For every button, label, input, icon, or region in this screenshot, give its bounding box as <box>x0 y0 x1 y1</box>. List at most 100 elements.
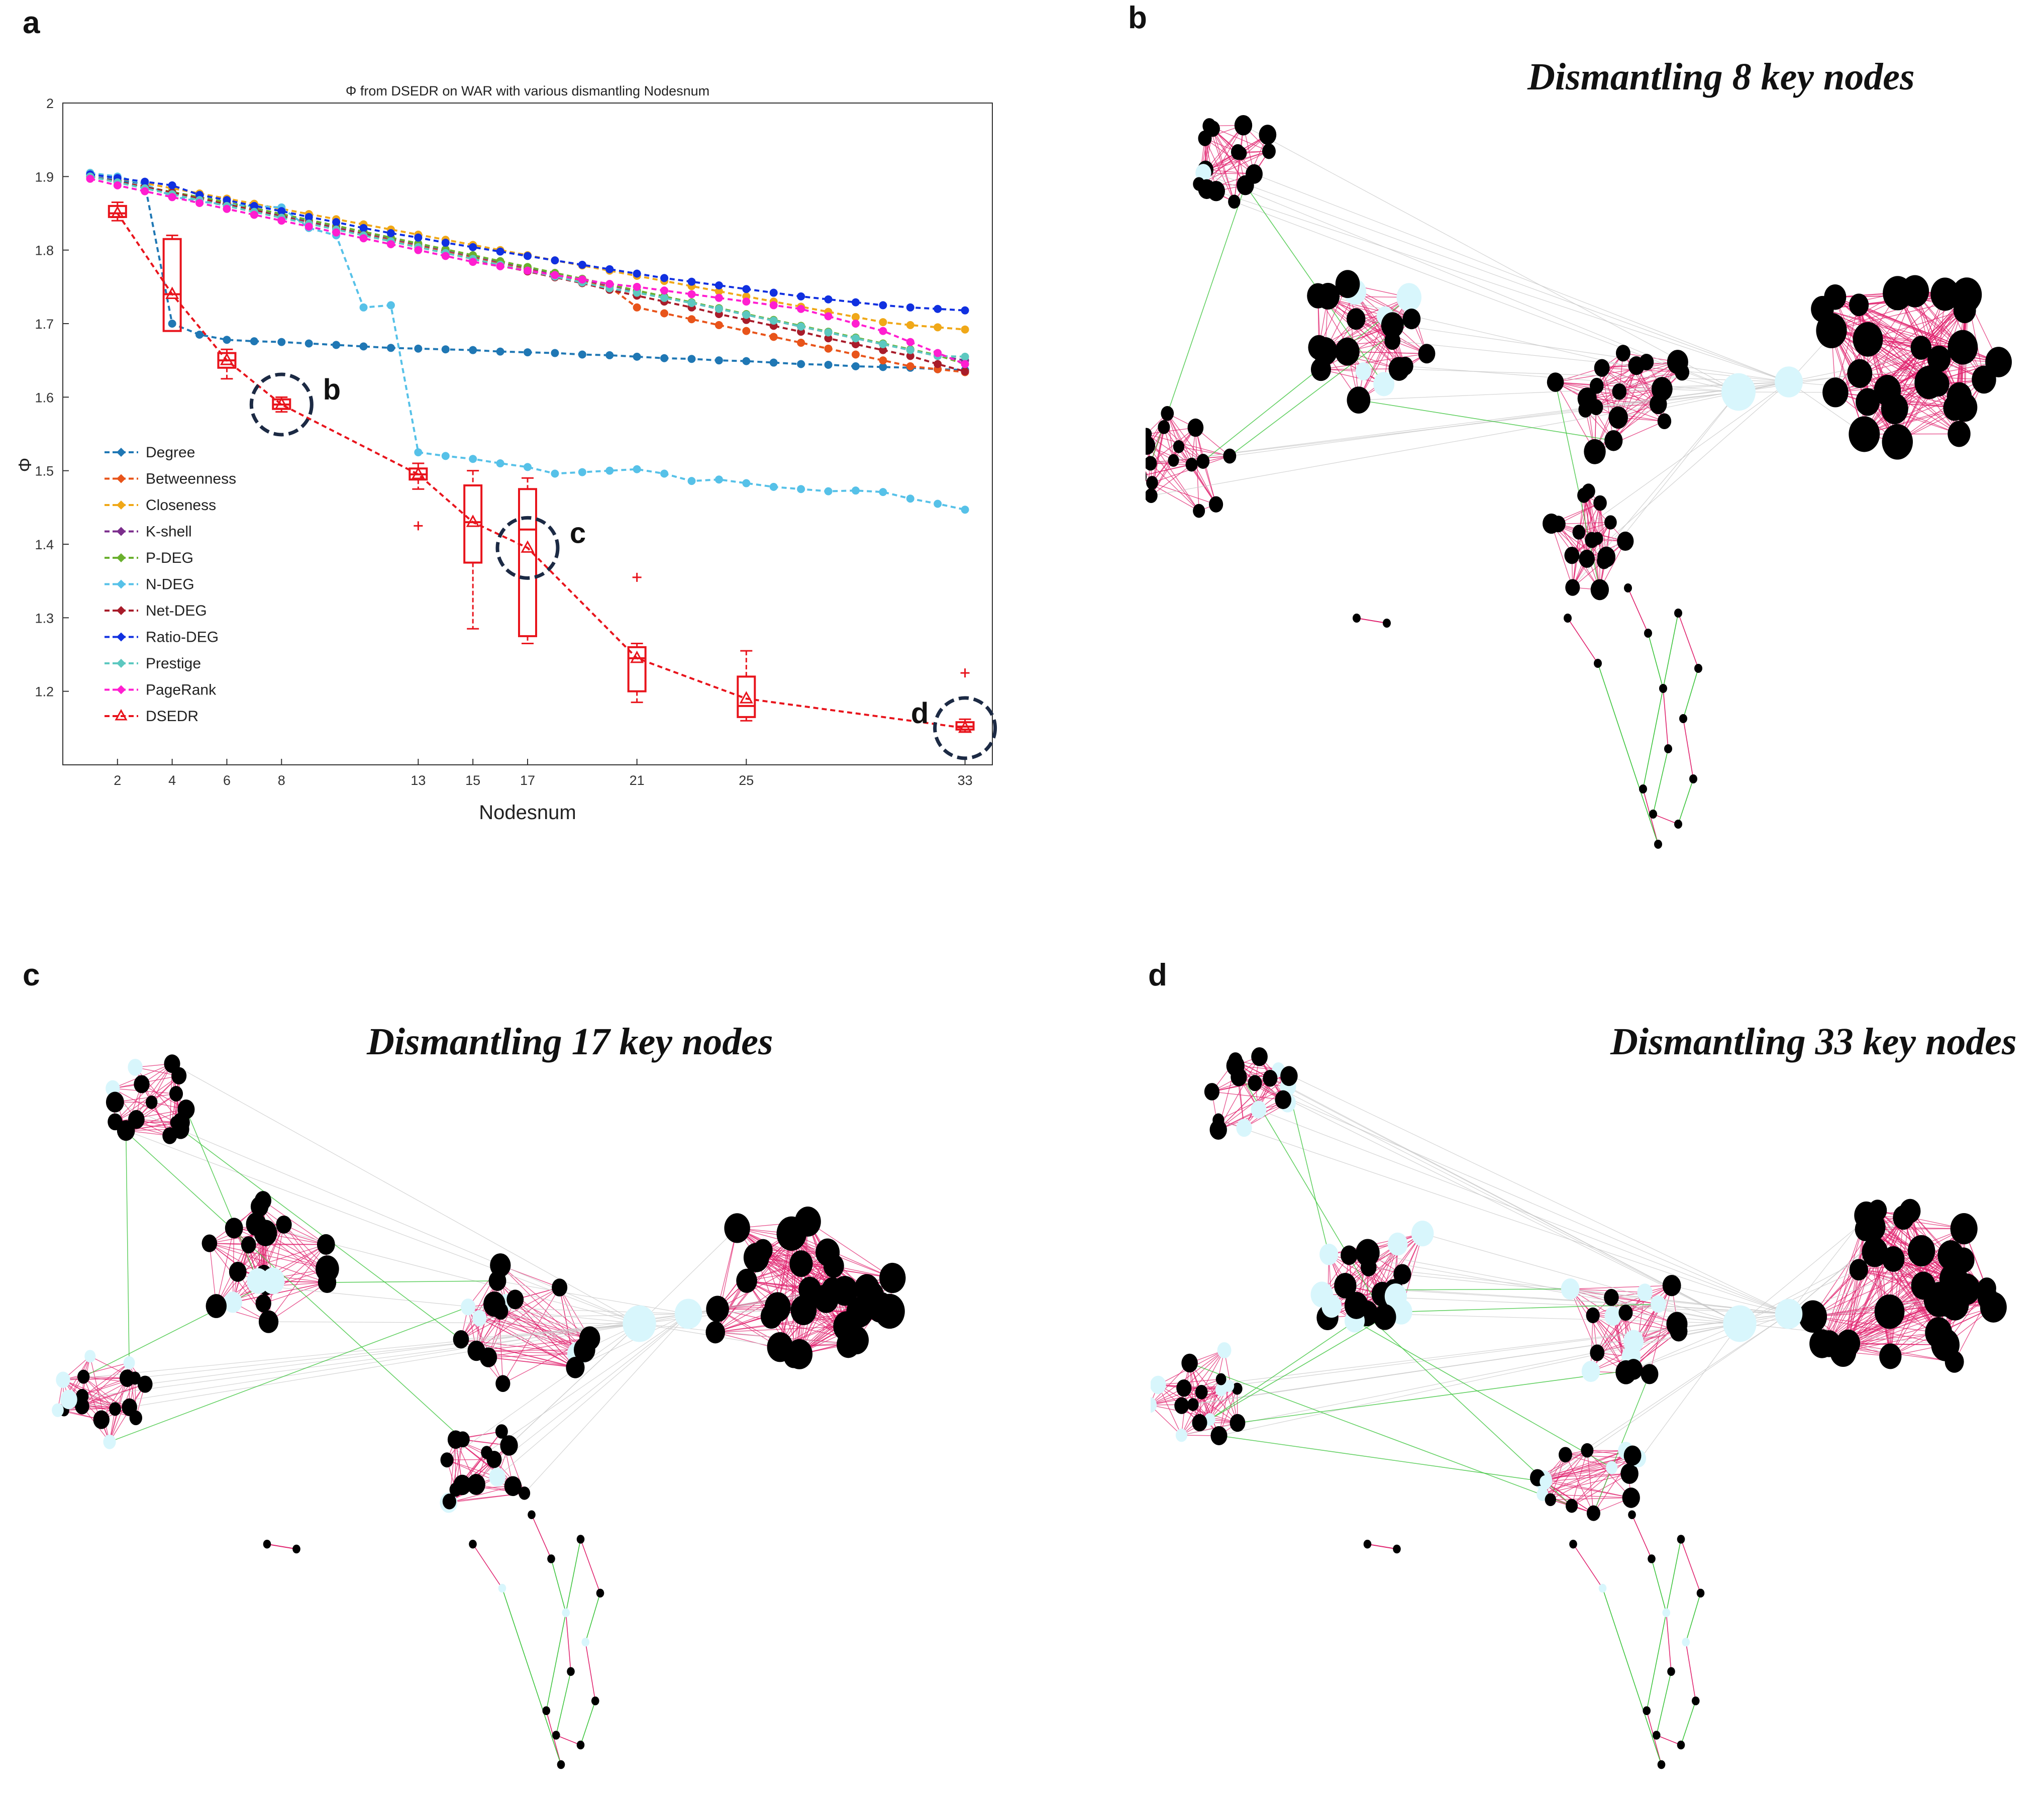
point-degree <box>387 344 395 352</box>
node <box>1195 1385 1208 1400</box>
box <box>464 485 481 563</box>
node <box>489 1271 506 1291</box>
node-removed <box>1396 283 1421 312</box>
node-removed <box>52 1404 64 1417</box>
point-pagerank <box>141 187 149 195</box>
node <box>1948 330 1978 365</box>
callout-letter: d <box>911 697 929 730</box>
node <box>1168 454 1179 467</box>
node <box>255 1191 271 1210</box>
node <box>1181 1354 1198 1372</box>
node-tail <box>1679 714 1687 723</box>
node-removed <box>461 1299 475 1316</box>
edge-bridge <box>269 1322 640 1324</box>
edge-tail <box>1643 613 1678 789</box>
point-closeness <box>906 321 914 329</box>
point-pagerank <box>114 181 122 189</box>
edge-tail <box>1663 688 1668 749</box>
node-removed <box>489 1467 505 1486</box>
node-tail <box>552 1731 560 1740</box>
node-tail <box>1569 1540 1577 1549</box>
point-n-deg <box>906 494 914 503</box>
node <box>1161 406 1174 421</box>
node-hub-removed <box>1775 366 1803 397</box>
node <box>1586 1308 1600 1323</box>
node-removed <box>1356 362 1371 380</box>
point-betweenness <box>742 327 750 335</box>
legend-entry: PageRank <box>105 682 217 699</box>
node <box>483 1291 505 1317</box>
node-tail <box>1697 1588 1705 1598</box>
node <box>1173 440 1184 453</box>
node <box>1565 579 1580 595</box>
edges <box>1146 125 1999 844</box>
boxplot <box>629 573 646 703</box>
node <box>1947 382 1972 411</box>
callout-d: d <box>911 697 995 758</box>
node <box>1347 386 1371 414</box>
point-degree <box>551 349 559 357</box>
edge-bridge <box>1216 191 1789 382</box>
point-pagerank <box>223 205 231 213</box>
edge-inter <box>1238 1371 1627 1423</box>
node <box>1816 313 1847 348</box>
node <box>1176 1379 1191 1397</box>
node <box>1604 1289 1619 1306</box>
edge-tail <box>1681 1539 1701 1593</box>
edge-tail <box>1598 663 1658 844</box>
node <box>832 1276 858 1306</box>
node <box>1882 424 1913 460</box>
node-hub-removed <box>1723 1306 1756 1342</box>
edge-inter <box>186 1110 258 1281</box>
node <box>1617 532 1633 551</box>
point-betweenness <box>879 356 887 364</box>
x-tick-label: 15 <box>465 773 480 788</box>
point-pagerank <box>852 320 860 328</box>
node <box>1663 1275 1681 1296</box>
node <box>1216 1373 1227 1385</box>
point-pagerank <box>250 211 258 219</box>
point-degree <box>442 345 450 353</box>
node <box>495 1375 510 1392</box>
node-tail <box>469 1540 477 1549</box>
legend-label: Closeness <box>146 497 216 514</box>
node-tail <box>1643 1706 1651 1715</box>
series-line-ratio-deg <box>90 174 965 311</box>
point-pagerank <box>797 305 805 313</box>
y-tick-label: 1.9 <box>35 169 54 184</box>
point-degree <box>715 356 723 364</box>
node-removed <box>224 1291 242 1313</box>
legend-entry: Net-DEG <box>105 603 207 619</box>
node <box>724 1213 750 1243</box>
point-degree <box>660 354 668 362</box>
point-pagerank <box>332 229 340 237</box>
point-pagerank <box>879 327 887 335</box>
node <box>229 1262 247 1282</box>
node-hub-removed <box>1721 373 1756 411</box>
legend-marker <box>117 685 126 694</box>
node <box>1198 131 1211 146</box>
edge-tail <box>585 1642 595 1701</box>
node <box>456 1431 470 1447</box>
point-prestige <box>852 334 860 342</box>
node <box>1204 1083 1219 1101</box>
edge-tail <box>1573 1544 1603 1588</box>
node-removed <box>1623 1330 1644 1353</box>
point-ratio-deg <box>742 285 750 293</box>
node-removed <box>1388 1233 1408 1256</box>
point-ratio-deg <box>496 248 504 256</box>
point-n-deg <box>797 485 805 493</box>
point-degree <box>469 346 477 354</box>
node-tail <box>1694 664 1702 673</box>
edge-tail <box>1681 1701 1696 1745</box>
boxplot <box>464 471 481 629</box>
node <box>276 1216 291 1234</box>
y-tick-label: 1.7 <box>35 317 54 332</box>
node <box>225 1218 243 1238</box>
point-pagerank <box>277 217 285 225</box>
node-tail <box>562 1608 570 1617</box>
node-removed <box>1236 1119 1252 1137</box>
point-ratio-deg <box>660 274 668 282</box>
legend-marker <box>117 448 126 457</box>
legend-entry: P-DEG <box>105 550 193 566</box>
